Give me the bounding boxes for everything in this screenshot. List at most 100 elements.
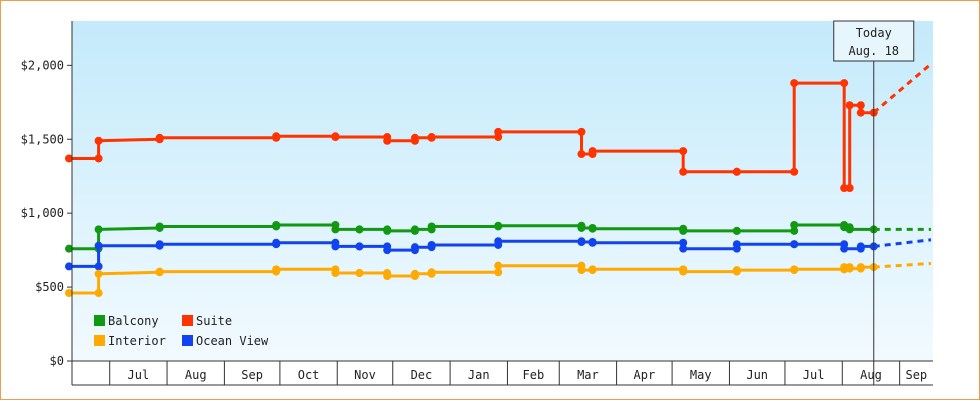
data-point (272, 132, 281, 141)
data-point (331, 133, 340, 142)
data-point (427, 268, 436, 277)
data-point (588, 147, 597, 156)
legend-swatch (182, 335, 193, 346)
data-point (840, 79, 849, 88)
today-callout-box (833, 20, 915, 62)
series-suite (65, 62, 932, 193)
data-point (790, 167, 799, 176)
y-tick-label: $1,500 (21, 132, 64, 146)
data-point (856, 108, 865, 117)
data-point (494, 127, 503, 136)
data-point (383, 246, 392, 255)
data-point (155, 222, 164, 231)
data-point (845, 225, 854, 234)
data-point (427, 240, 436, 249)
data-point (679, 267, 688, 276)
data-point (94, 241, 103, 250)
data-point (94, 136, 103, 145)
data-point (845, 184, 854, 193)
x-month-label: Jul (803, 368, 825, 382)
data-point (577, 266, 586, 275)
projection-line (873, 238, 932, 248)
data-point (410, 225, 419, 234)
today-date: Aug. 18 (848, 44, 899, 58)
x-month-label: Sep (241, 368, 263, 382)
data-point (65, 262, 73, 271)
data-point (272, 265, 281, 274)
x-month-label: Aug (860, 368, 882, 382)
data-point (272, 238, 281, 247)
data-point (856, 263, 865, 272)
x-month-label: Aug (185, 368, 207, 382)
legend-item-balcony: Balcony (94, 314, 159, 328)
data-point (856, 242, 865, 251)
data-point (732, 240, 741, 249)
data-point (65, 154, 73, 163)
data-point (732, 167, 741, 176)
data-point (679, 167, 688, 176)
x-month-label: Jun (746, 368, 768, 382)
legend-item-ocean-view: Ocean View (182, 334, 269, 348)
data-point (355, 269, 364, 278)
data-point (331, 269, 340, 278)
data-point (790, 265, 799, 274)
data-point (588, 265, 597, 274)
data-point (845, 101, 854, 110)
data-point (679, 226, 688, 235)
plot-background (72, 21, 933, 361)
data-point (494, 261, 503, 270)
x-month-label: Nov (354, 368, 376, 382)
y-tick-label: $2,000 (21, 58, 64, 72)
data-point (790, 226, 799, 235)
data-point (679, 238, 688, 247)
data-point (732, 266, 741, 275)
data-point (845, 264, 854, 273)
projection-line (872, 62, 932, 114)
data-point (155, 240, 164, 249)
data-point (355, 242, 364, 251)
data-point (588, 224, 597, 233)
series-layer (65, 62, 932, 297)
data-point (577, 127, 586, 136)
data-point (410, 243, 419, 252)
today-marker: Today Aug. 18 (833, 20, 915, 385)
data-point (331, 225, 340, 234)
data-point (494, 268, 503, 277)
data-point (577, 150, 586, 159)
legend-label: Interior (108, 334, 166, 348)
data-point (410, 133, 419, 142)
series-ocean-view (65, 237, 932, 271)
data-point (840, 244, 849, 253)
series-balcony (65, 221, 931, 253)
data-point (732, 226, 741, 235)
data-point (790, 240, 799, 249)
data-point (383, 272, 392, 280)
x-month-label: May (690, 368, 712, 382)
x-month-label: Sep (905, 368, 927, 382)
x-month-label: Jul (128, 368, 150, 382)
data-point (679, 244, 688, 253)
y-tick-label: $500 (35, 280, 64, 294)
data-point (427, 222, 436, 231)
legend-swatch (182, 315, 193, 326)
today-label: Today (856, 26, 892, 40)
data-point (94, 262, 103, 271)
data-point (383, 226, 392, 235)
legend-swatch (94, 335, 105, 346)
data-point (155, 133, 164, 142)
legend-label: Suite (196, 314, 232, 328)
data-point (383, 136, 392, 145)
data-point (790, 221, 799, 229)
data-point (65, 244, 73, 253)
y-tick-label: $0 (50, 354, 64, 368)
series-interior (65, 261, 932, 297)
data-point (331, 242, 340, 251)
data-point (94, 225, 103, 234)
projection-line (873, 261, 932, 269)
data-point (494, 221, 503, 230)
data-point (355, 225, 364, 234)
x-axis-month-labels: Jul Aug Sep Oct Nov Dec Jan Feb Mar Apr May Jun Jul A… (128, 368, 928, 382)
data-point (427, 133, 436, 142)
legend-swatch (94, 315, 105, 326)
